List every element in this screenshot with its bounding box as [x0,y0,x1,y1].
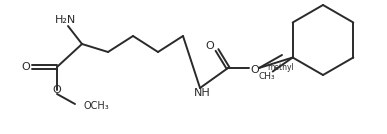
Text: H₂N: H₂N [55,15,77,25]
Text: O: O [22,62,30,72]
Text: O: O [205,41,214,51]
Text: NH: NH [194,88,211,98]
Text: methyl: methyl [267,63,294,72]
Text: OCH₃: OCH₃ [83,101,109,111]
Text: CH₃: CH₃ [259,72,275,81]
Text: O: O [251,65,259,75]
Text: O: O [53,85,62,95]
